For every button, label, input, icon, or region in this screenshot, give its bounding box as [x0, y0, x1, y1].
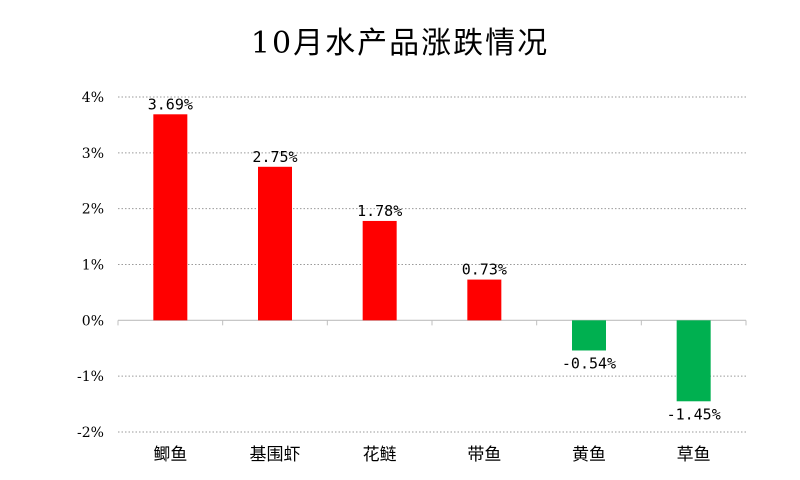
bar — [676, 320, 711, 402]
y-tick-label: 0% — [82, 313, 104, 329]
x-category-label: 鲫鱼 — [153, 445, 187, 465]
y-tick-label: 3% — [82, 146, 104, 162]
x-category-label: 花鲢 — [363, 445, 397, 465]
bar — [572, 320, 606, 351]
data-label: -0.54% — [562, 354, 616, 372]
data-label: -1.45% — [667, 405, 721, 423]
y-tick-label: 2% — [82, 202, 104, 218]
bar — [467, 279, 502, 321]
y-tick-label: -2% — [77, 425, 104, 441]
bar — [153, 114, 188, 321]
bar — [362, 220, 397, 321]
data-label: 3.69% — [148, 95, 193, 113]
chart-title: 10月水产品涨跌情况 — [250, 26, 550, 61]
x-category-label: 带鱼 — [467, 445, 501, 465]
y-tick-label: 4% — [82, 90, 104, 106]
y-tick-label: -1% — [77, 369, 104, 385]
y-tick-label: 1% — [82, 258, 104, 274]
data-label: 1.78% — [357, 202, 402, 220]
x-category-label: 基围虾 — [250, 445, 301, 465]
bar — [258, 166, 292, 321]
x-category-label: 草鱼 — [677, 445, 711, 465]
data-label: 2.75% — [252, 148, 297, 166]
x-category-label: 黄鱼 — [572, 445, 606, 465]
data-label: 0.73% — [462, 261, 507, 279]
